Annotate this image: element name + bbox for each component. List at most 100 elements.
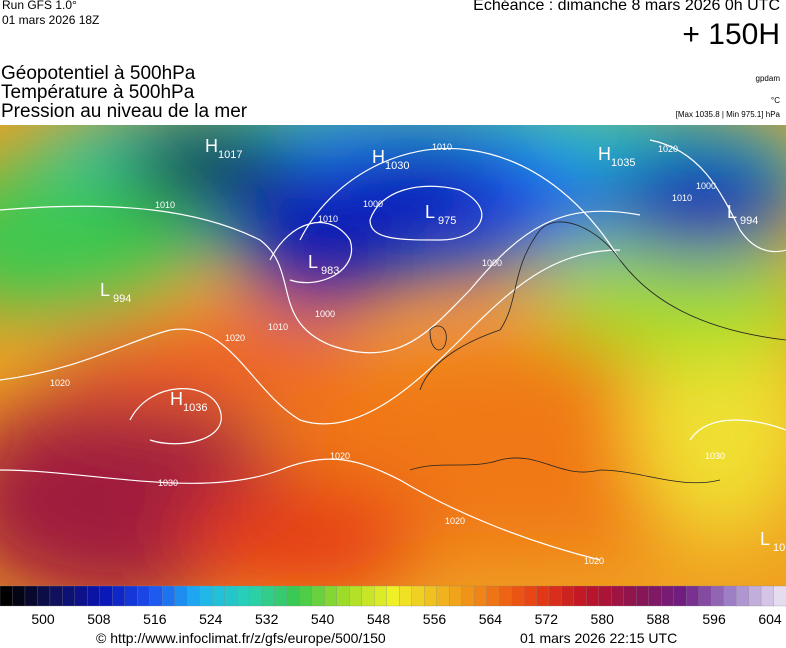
colorbar-swatch: [324, 585, 338, 607]
center-letter: L: [760, 529, 770, 549]
title-2: Température à 500hPa: [1, 82, 195, 103]
colorbar-swatch: [249, 585, 263, 607]
colorbar-swatch: [386, 585, 400, 607]
colorbar-label: 572: [535, 611, 559, 627]
colorbar-swatch: [99, 585, 113, 607]
center-letter: H: [598, 144, 611, 164]
colorbar-swatch: [661, 585, 675, 607]
colorbar-label: 500: [31, 611, 55, 627]
colorbar-swatch: [760, 585, 775, 607]
colorbar-swatch: [336, 585, 350, 607]
center-letter: L: [425, 202, 435, 222]
colorbar-swatch: [137, 585, 151, 607]
colorbar-swatch: [87, 585, 101, 607]
colorbar-label: 548: [367, 611, 391, 627]
isobar-label: 1020: [225, 333, 245, 343]
colorbar-swatch: [49, 585, 64, 607]
isobar-label: 1030: [705, 451, 725, 461]
colorbar-swatch: [424, 585, 438, 607]
center-letter: H: [372, 147, 385, 167]
run-date: 01 mars 2026 18Z: [2, 13, 100, 27]
run: Run GFS 1.0°: [2, 0, 77, 12]
colorbar-swatch: [174, 585, 188, 607]
center-value: 1035: [611, 157, 635, 169]
colorbar-swatch: [12, 585, 26, 607]
title-1: Géopotentiel à 500hPa: [1, 63, 196, 84]
isobar-label: 1000: [315, 309, 335, 319]
lead-time: + 150H: [682, 18, 780, 51]
colorbar-label: 564: [479, 611, 503, 627]
footer-date: 01 mars 2026 22:15 UTC: [520, 630, 678, 646]
colorbar-swatch: [37, 585, 51, 607]
isobar-label: 1020: [584, 556, 604, 566]
isobar-label: 1010: [432, 142, 452, 152]
center-value: 1030: [385, 160, 409, 172]
colorbar-swatch: [698, 585, 712, 607]
unit-2: °C: [771, 96, 780, 105]
colorbar-swatch: [598, 585, 612, 607]
isobar-label: 1000: [696, 181, 716, 191]
colorbar-swatch: [586, 585, 600, 607]
colorbar-swatch: [548, 585, 563, 607]
isobar-label: 1030: [158, 478, 178, 488]
colorbar-swatch: [411, 585, 425, 607]
colorbar-swatch: [199, 585, 213, 607]
colorbar-label: 580: [591, 611, 615, 627]
isobars: [0, 139, 786, 561]
footer-source: © http://www.infoclimat.fr/z/gfs/europe/…: [96, 630, 386, 646]
unit-3: [Max 1035.8 | Min 975.1] hPa: [675, 110, 780, 119]
colorbar-swatch: [735, 585, 750, 607]
colorbar-swatch: [399, 585, 413, 607]
colorbar-swatch: [623, 585, 637, 607]
colorbar-swatch: [511, 585, 525, 607]
colorbar-swatch: [773, 585, 786, 607]
center-letter: L: [308, 252, 318, 272]
colorbar-swatch: [611, 585, 625, 607]
colorbar-swatch: [261, 585, 276, 607]
colorbar-swatch: [461, 585, 475, 607]
colorbar-swatch: [62, 585, 76, 607]
colorbar-swatch: [24, 585, 39, 607]
colorbar-label: 540: [311, 611, 335, 627]
colorbar-swatch: [648, 585, 662, 607]
colorbar-swatch: [361, 585, 375, 607]
colorbar-swatch: [286, 585, 301, 607]
colorbar-swatch: [162, 585, 176, 607]
colorbar-label: 508: [87, 611, 111, 627]
colorbar-label: 524: [199, 611, 223, 627]
colorbar-swatch: [149, 585, 163, 607]
colorbar-swatch: [573, 585, 588, 607]
isobar-label: 1020: [445, 516, 465, 526]
colorbar-label: 556: [423, 611, 447, 627]
colorbar-swatch: [673, 585, 687, 607]
title-3: Pression au niveau de la mer: [1, 101, 248, 122]
colorbar-swatch: [74, 585, 88, 607]
colorbar-swatch: [523, 585, 538, 607]
field: [0, 125, 786, 586]
colorbar-swatch: [686, 585, 700, 607]
colorbar-swatch: [236, 585, 251, 607]
center-value: 994: [113, 293, 131, 305]
colorbar-swatch: [274, 585, 288, 607]
center-value: 1017: [218, 149, 242, 161]
colorbar-swatch: [561, 585, 575, 607]
isobar-label: 1000: [363, 199, 383, 209]
colorbar-swatch: [710, 585, 725, 607]
isobar-label: 1010: [672, 193, 692, 203]
center-letter: H: [170, 389, 183, 409]
colorbar-swatch: [0, 585, 14, 607]
center-letter: L: [100, 280, 110, 300]
center-value: 994: [740, 215, 758, 227]
isobar-label: 1020: [658, 144, 678, 154]
colorbar-label: 588: [646, 611, 670, 627]
colorbar-swatch: [498, 585, 513, 607]
colorbar-swatch: [436, 585, 450, 607]
center-value: 983: [321, 265, 339, 277]
colorbar-label: 516: [143, 611, 167, 627]
isobar-label: 1010: [268, 322, 288, 332]
center-value: 1036: [183, 402, 207, 414]
center-value: 975: [438, 215, 456, 227]
coastlines: [409, 221, 786, 484]
